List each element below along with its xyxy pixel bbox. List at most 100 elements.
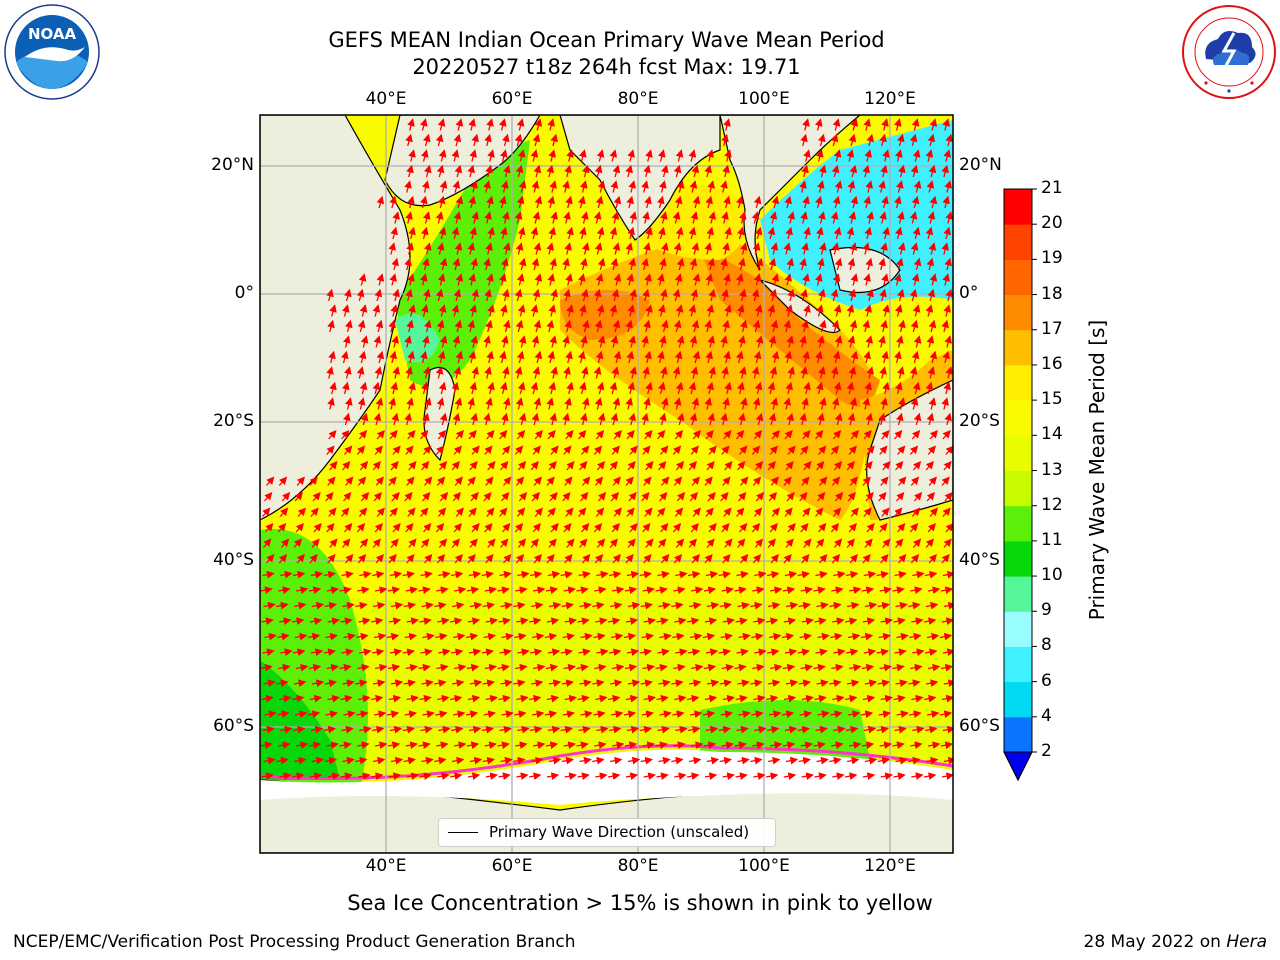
wave-arrow — [943, 226, 951, 240]
wave-arrow — [721, 366, 729, 379]
wave-arrow — [612, 242, 621, 255]
wave-arrow — [389, 273, 397, 286]
wave-arrow — [754, 226, 763, 240]
wave-arrow — [912, 149, 921, 162]
wave-arrow — [532, 133, 541, 147]
wave-arrow — [451, 381, 460, 395]
wave-arrow — [534, 195, 543, 209]
wave-arrow — [391, 335, 399, 348]
wave-arrow — [546, 164, 554, 178]
wave-arrow — [437, 195, 446, 209]
wave-arrow — [515, 397, 524, 410]
colorbar-segment — [1004, 576, 1032, 612]
wave-arrow — [358, 350, 367, 364]
wave-arrow — [596, 304, 605, 317]
wave-arrow — [467, 319, 475, 333]
wave-arrow — [909, 288, 918, 302]
wave-arrow — [563, 366, 571, 379]
wave-arrow — [879, 366, 887, 379]
wave-arrow — [676, 335, 685, 348]
wave-arrow — [786, 257, 794, 271]
wave-arrow — [912, 381, 921, 395]
wave-arrow — [676, 412, 685, 426]
wave-arrow — [882, 226, 890, 240]
wave-arrow — [453, 288, 462, 302]
wave-arrow — [705, 350, 713, 364]
wave-arrow — [565, 273, 573, 286]
wave-arrow — [880, 319, 888, 333]
lon-tick-top: 100°E — [738, 89, 790, 109]
wave-arrow — [515, 319, 524, 333]
wave-arrow — [611, 366, 620, 379]
wave-arrow — [927, 211, 936, 224]
chart-title: GEFS MEAN Indian Ocean Primary Wave Mean… — [328, 28, 885, 52]
wave-arrow — [768, 257, 777, 271]
noaa-logo: NOAA — [4, 4, 100, 100]
wave-arrow — [708, 211, 716, 224]
wave-arrow — [708, 288, 716, 302]
wave-arrow — [533, 242, 542, 255]
wave-arrow — [376, 430, 385, 440]
wave-arrow — [516, 350, 525, 364]
wave-arrow — [610, 335, 619, 348]
colorbar-segment — [1004, 294, 1032, 331]
wave-arrow — [751, 211, 760, 224]
wave-arrow — [944, 180, 952, 193]
wave-arrow — [344, 288, 352, 302]
wave-arrow — [661, 319, 669, 333]
wave-arrow — [470, 412, 478, 426]
wave-arrow — [850, 118, 859, 131]
wave-arrow — [609, 226, 618, 240]
landmasses — [260, 115, 953, 853]
wave-arrow — [785, 304, 793, 317]
wave-arrow — [407, 430, 416, 440]
wave-arrow — [326, 366, 334, 379]
wave-arrow — [737, 381, 745, 395]
wave-arrow — [659, 412, 667, 426]
wave-arrow — [579, 226, 587, 240]
wave-arrow — [645, 149, 653, 162]
wave-arrow — [436, 397, 445, 410]
wave-arrow — [375, 397, 384, 410]
wave-arrow — [941, 319, 949, 333]
wave-arrow — [866, 366, 874, 379]
wave-arrow — [562, 180, 570, 193]
wave-arrow — [913, 257, 922, 271]
wave-arrow — [739, 211, 747, 224]
wave-direction-arrows — [260, 118, 953, 780]
footer-date: 28 May 2022 on Hera — [1084, 932, 1268, 952]
wave-arrow — [659, 257, 667, 271]
wave-arrow — [437, 350, 446, 364]
wave-arrow — [642, 288, 650, 302]
wave-arrow — [389, 350, 397, 364]
wave-arrow — [439, 257, 448, 271]
wave-arrow — [942, 195, 950, 209]
wave-arrow — [672, 211, 681, 224]
wave-arrow — [799, 335, 807, 348]
wave-arrow — [720, 257, 728, 271]
wave-arrow — [689, 180, 698, 193]
wave-arrow — [499, 118, 507, 131]
wave-arrow — [422, 335, 430, 348]
wave-arrow — [405, 133, 413, 147]
wave-arrow — [755, 412, 764, 426]
wave-arrow — [610, 412, 619, 426]
wave-arrow — [420, 118, 428, 131]
wave-arrow — [911, 118, 920, 131]
wave-arrow — [817, 335, 825, 348]
wave-arrow — [755, 335, 764, 348]
wave-arrow — [784, 195, 792, 209]
wave-arrow — [487, 304, 495, 317]
wave-arrow — [486, 118, 494, 131]
wave-arrow — [862, 397, 870, 410]
wave-arrow — [470, 335, 478, 348]
wave-arrow — [878, 412, 886, 426]
wave-arrow — [879, 133, 887, 147]
wave-arrow — [691, 319, 700, 333]
wave-arrow — [928, 242, 937, 255]
wave-arrow — [690, 366, 699, 379]
wave-arrow — [754, 381, 763, 395]
wave-arrow — [436, 164, 445, 178]
wave-arrow — [880, 164, 888, 178]
lat-tick-right: 20°N — [959, 155, 1002, 175]
